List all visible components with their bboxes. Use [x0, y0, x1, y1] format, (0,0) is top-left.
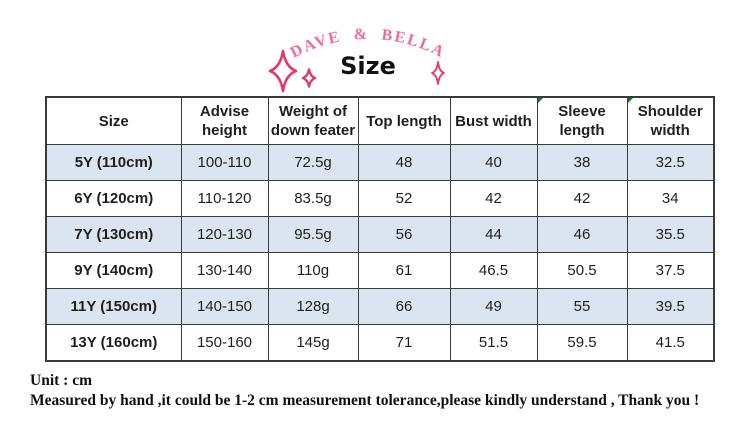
table-row-9y: 9Y (140cm) 130-140 110g 61 46.5 50.5 37.… [45, 252, 715, 289]
column-header-size: Size [45, 96, 182, 145]
column-header-shoulder-width: Shoulder width [626, 96, 715, 145]
table-cell: 110g [267, 252, 359, 289]
size-chart-container: Size Advise height Weight of down feater… [45, 96, 715, 362]
sparkle-decoration [268, 49, 445, 93]
table-cell: 32.5 [626, 144, 715, 181]
table-row-13y: 13Y (160cm) 150-160 145g 71 51.5 59.5 41… [45, 324, 715, 362]
table-row-5y: 5Y (110cm) 100-110 72.5g 48 40 38 32.5 [45, 144, 715, 181]
table-cell: 46 [536, 216, 628, 253]
table-cell: 110-120 [180, 180, 269, 217]
table-cell: 61 [357, 252, 451, 289]
table-cell: 38 [536, 144, 628, 181]
table-cell: 50.5 [536, 252, 628, 289]
table-cell: 130-140 [180, 252, 269, 289]
table-cell: 120-130 [180, 216, 269, 253]
column-header-weight: Weight of down feater [267, 96, 359, 145]
column-header-label: Shoulder width [637, 103, 703, 139]
table-cell: 71 [357, 324, 451, 362]
page-title: Size [340, 52, 396, 80]
sparkle-icon [431, 61, 445, 85]
table-cell: 42 [449, 180, 538, 217]
table-row-6y: 6Y (120cm) 110-120 83.5g 52 42 42 34 [45, 180, 715, 217]
table-row-11y: 11Y (150cm) 140-150 128g 66 49 55 39.5 [45, 288, 715, 325]
table-cell: 40 [449, 144, 538, 181]
table-cell: 37.5 [626, 252, 715, 289]
table-row-7y: 7Y (130cm) 120-130 95.5g 56 44 46 35.5 [45, 216, 715, 253]
table-cell: 51.5 [449, 324, 538, 362]
table-cell: 46.5 [449, 252, 538, 289]
table-cell: 34 [626, 180, 715, 217]
table-cell: 145g [267, 324, 359, 362]
table-cell: 100-110 [180, 144, 269, 181]
table-cell: 41.5 [626, 324, 715, 362]
table-cell: 7Y (130cm) [45, 216, 182, 253]
table-cell: 95.5g [267, 216, 359, 253]
table-cell: 35.5 [626, 216, 715, 253]
table-cell: 6Y (120cm) [45, 180, 182, 217]
table-cell: 56 [357, 216, 451, 253]
unit-note: Unit : cm [30, 372, 92, 389]
table-cell: 140-150 [180, 288, 269, 325]
footer-notes: Unit : cm Measured by hand ,it could be … [30, 371, 746, 410]
table-cell: 9Y (140cm) [45, 252, 182, 289]
tolerance-note: Measured by hand ,it could be 1-2 cm mea… [30, 391, 700, 409]
table-cell: 49 [449, 288, 538, 325]
sparkle-icon [268, 49, 298, 93]
table-cell: 44 [449, 216, 538, 253]
header-row: Size Advise height Weight of down feater… [45, 96, 715, 145]
table-cell: 55 [536, 288, 628, 325]
column-header-advise-height: Advise height [180, 96, 269, 145]
table-cell: 39.5 [626, 288, 715, 325]
column-header-top-length: Top length [357, 96, 451, 145]
table-cell: 150-160 [180, 324, 269, 362]
column-header-sleeve-length: Sleeve length [536, 96, 628, 145]
table-cell: 11Y (150cm) [45, 288, 182, 325]
table-cell: 13Y (160cm) [45, 324, 182, 362]
column-header-bust-width: Bust width [449, 96, 538, 145]
size-chart-table: Size Advise height Weight of down feater… [45, 96, 715, 362]
column-header-label: Sleeve length [558, 103, 606, 139]
table-cell: 66 [357, 288, 451, 325]
table-cell: 42 [536, 180, 628, 217]
table-cell: 52 [357, 180, 451, 217]
table-cell: 48 [357, 144, 451, 181]
brand-logo-arc: DAVE & BELLA [288, 26, 446, 62]
table-cell: 59.5 [536, 324, 628, 362]
table-cell: 83.5g [267, 180, 359, 217]
sparkle-icon [301, 68, 317, 88]
table-cell: 5Y (110cm) [45, 144, 182, 181]
cell-flag-icon [628, 98, 633, 103]
table-cell: 128g [267, 288, 359, 325]
cell-flag-icon [538, 98, 543, 103]
table-cell: 72.5g [267, 144, 359, 181]
